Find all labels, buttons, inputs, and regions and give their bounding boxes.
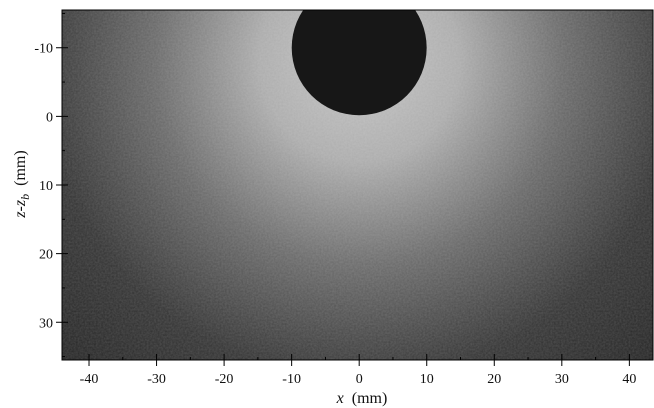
y-axis-title: z-zb(mm): [12, 150, 32, 218]
x-tick-label: -20: [215, 372, 234, 387]
x-tick-label: -30: [147, 372, 166, 387]
x-tick-label: -10: [282, 372, 301, 387]
y-tick-label: 0: [46, 110, 53, 125]
y-tick-label: -10: [34, 42, 53, 57]
x-axis: -40 -30 -20 -10 0 10 20 30 40: [80, 354, 636, 387]
x-axis-unit: (mm): [352, 390, 388, 407]
x-tick-label: -40: [80, 372, 99, 387]
plot-area: [62, 10, 653, 360]
y-tick-label: 30: [39, 316, 53, 331]
x-axis-title: x (mm): [336, 390, 388, 407]
x-axis-var: x: [336, 390, 344, 407]
y-axis-sep: -: [12, 206, 29, 211]
y-axis-sub: b: [18, 194, 32, 200]
y-axis: -10 0 10 20 30: [34, 12, 68, 358]
y-axis-var1: z: [12, 211, 29, 219]
x-tick-label: 30: [555, 372, 569, 387]
x-tick-label: 40: [622, 372, 636, 387]
bubble-shadow: [291, 10, 427, 116]
y-axis-unit: (mm): [12, 150, 29, 186]
x-tick-label: 20: [487, 372, 501, 387]
x-tick-label: 0: [356, 372, 363, 387]
x-tick-label: 10: [420, 372, 434, 387]
y-tick-label: 10: [39, 179, 53, 194]
y-tick-label: 20: [39, 248, 53, 263]
y-axis-var2: z: [12, 199, 29, 207]
